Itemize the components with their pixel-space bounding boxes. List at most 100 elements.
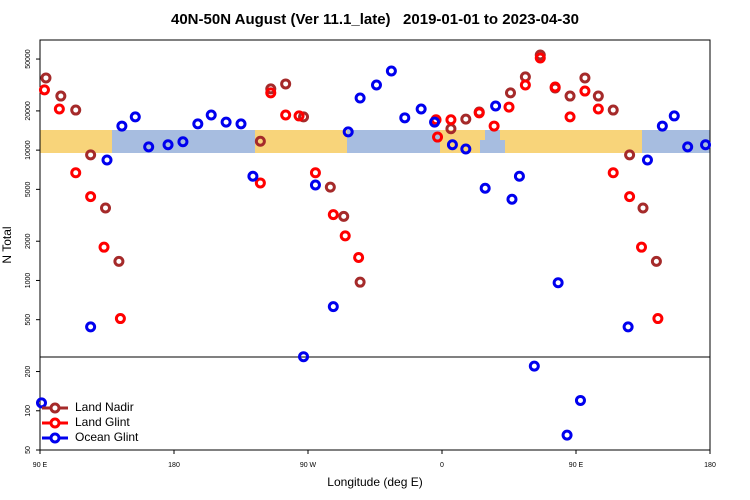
data-point	[564, 111, 576, 123]
data-point	[432, 131, 444, 143]
data-point	[549, 81, 561, 93]
data-point	[460, 113, 472, 125]
y-tick-label: 100	[25, 405, 32, 417]
data-point	[682, 141, 694, 153]
data-point	[528, 360, 540, 372]
data-point	[327, 301, 339, 313]
y-tick-label: 5000	[25, 181, 32, 197]
data-point	[192, 118, 204, 130]
x-tick-label: 180	[704, 462, 716, 469]
data-point	[636, 241, 648, 253]
x-tick-label: 180	[168, 462, 180, 469]
legend-label: Land Glint	[75, 415, 130, 429]
data-point	[473, 107, 485, 119]
data-point	[162, 139, 174, 151]
data-point	[399, 112, 411, 124]
data-point	[624, 191, 636, 203]
data-point	[113, 255, 125, 267]
data-point	[385, 65, 397, 77]
data-point	[309, 167, 321, 179]
data-point	[579, 85, 591, 97]
data-point	[309, 179, 321, 191]
data-point	[700, 139, 712, 151]
chart-title: 40N-50N August (Ver 11.1_late) 2019-01-0…	[171, 11, 579, 28]
x-tick-label: 90 E	[569, 462, 584, 469]
data-point	[624, 149, 636, 161]
data-point	[247, 170, 259, 182]
data-point	[490, 100, 502, 112]
data-point	[254, 135, 266, 147]
data-point	[564, 90, 576, 102]
data-point	[342, 126, 354, 138]
data-point	[415, 103, 427, 115]
data-point	[98, 241, 110, 253]
data-point	[220, 116, 232, 128]
data-point	[85, 321, 97, 333]
data-point	[519, 79, 531, 91]
data-point	[656, 120, 668, 132]
legend-label: Ocean Glint	[75, 430, 139, 444]
data-point	[445, 123, 457, 135]
y-tick-label: 50000	[25, 49, 32, 69]
legend-label: Land Nadir	[75, 400, 134, 414]
data-point	[488, 120, 500, 132]
data-point	[641, 154, 653, 166]
data-point	[504, 87, 516, 99]
data-point	[592, 90, 604, 102]
data-point	[607, 104, 619, 116]
plot-frame	[39, 39, 711, 451]
data-point	[561, 429, 573, 441]
data-point	[254, 177, 266, 189]
legend-marker	[49, 417, 61, 429]
data-point	[116, 120, 128, 132]
data-point	[592, 103, 604, 115]
x-axis-label: Longitude (deg E)	[327, 475, 422, 489]
data-point	[177, 136, 189, 148]
data-point	[339, 230, 351, 242]
data-point	[298, 351, 310, 363]
data-point	[607, 167, 619, 179]
data-point	[513, 170, 525, 182]
data-point	[637, 202, 649, 214]
data-point	[338, 210, 350, 222]
data-point	[460, 143, 472, 155]
data-point	[100, 202, 112, 214]
y-tick-label: 500	[25, 314, 32, 326]
data-point	[479, 182, 491, 194]
x-tick-label: 0	[440, 462, 444, 469]
data-point	[265, 87, 277, 99]
legend-marker	[49, 432, 61, 444]
data-point	[143, 141, 155, 153]
data-point	[370, 79, 382, 91]
data-point	[353, 252, 365, 264]
data-point	[70, 104, 82, 116]
data-point	[650, 255, 662, 267]
data-point	[85, 191, 97, 203]
x-tick-label: 90 E	[33, 462, 48, 469]
data-point	[40, 72, 52, 84]
data-point	[129, 111, 141, 123]
y-tick-label: 2000	[25, 233, 32, 249]
data-point	[205, 109, 217, 121]
data-point	[446, 139, 458, 151]
data-point	[622, 321, 634, 333]
data-point	[445, 114, 457, 126]
y-tick-label: 20000	[25, 101, 32, 121]
data-point	[327, 209, 339, 221]
data-point	[354, 92, 366, 104]
data-point	[38, 84, 50, 96]
data-point	[574, 394, 586, 406]
y-tick-label: 1000	[25, 273, 32, 289]
y-tick-label: 200	[25, 366, 32, 378]
y-axis-label: N Total	[0, 226, 14, 263]
data-point	[70, 167, 82, 179]
data-point	[85, 149, 97, 161]
data-point	[652, 313, 664, 325]
data-point	[668, 110, 680, 122]
data-point	[101, 154, 113, 166]
data-point	[53, 103, 65, 115]
legend-marker	[49, 402, 61, 414]
data-point	[293, 110, 305, 122]
y-tick-label: 50	[25, 446, 32, 454]
